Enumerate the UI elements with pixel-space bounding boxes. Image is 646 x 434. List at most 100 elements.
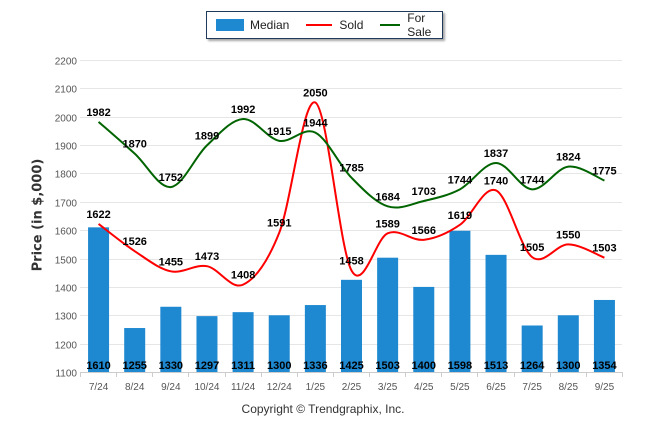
sold-data-label: 1740 <box>484 175 508 187</box>
x-tick-label: 8/24 <box>125 382 145 393</box>
copyright-text: Copyright © Trendgraphix, Inc. <box>241 402 405 416</box>
median-bar-label: 1300 <box>556 360 580 372</box>
median-bar <box>88 227 110 372</box>
median-bar <box>304 305 326 372</box>
sold-data-label: 1591 <box>267 218 291 230</box>
sold-data-label: 1503 <box>592 243 616 255</box>
for-sale-data-label: 1744 <box>520 174 545 186</box>
y-tick-label: 2200 <box>55 57 78 68</box>
sold-data-label: 2050 <box>303 88 327 100</box>
legend-label-for-sale: For Sale <box>407 11 432 39</box>
sold-data-label: 1458 <box>339 255 363 267</box>
median-bar-label: 1336 <box>303 360 327 372</box>
legend-item-for-sale[interactable]: For Sale <box>372 11 442 39</box>
median-bar-label: 1598 <box>448 360 472 372</box>
y-axis-ticks: 1100 1200 1300 1400 1500 1600 1700 1800 1900 2000… <box>55 57 78 380</box>
x-tick-label: 3/25 <box>378 382 398 393</box>
sold-data-label: 1619 <box>448 210 472 222</box>
median-bar <box>485 254 507 372</box>
for-sale-line <box>97 117 605 209</box>
sold-data-label: 1473 <box>195 251 219 263</box>
sold-data-label: 1622 <box>86 209 110 221</box>
median-bar-label: 1330 <box>159 360 183 372</box>
y-tick-label: 1900 <box>55 142 78 153</box>
data-labels: 1610 1255 1330 1297 1311 1300 1336 1425 1503 1400… <box>86 88 617 372</box>
sold-data-label: 1408 <box>231 270 255 282</box>
for-sale-data-label: 1870 <box>122 139 146 151</box>
x-tick-label: 7/24 <box>89 382 109 393</box>
for-sale-data-label: 1992 <box>231 104 255 116</box>
x-tick-label: 2/25 <box>342 382 362 393</box>
median-bar-label: 1354 <box>592 360 617 372</box>
median-bar-label: 1311 <box>231 360 255 372</box>
line-series <box>97 101 605 287</box>
x-tick-label: 4/25 <box>414 382 434 393</box>
x-axis: 7/24 8/24 9/24 10/24 11/24 12/24 1/25 2/25 3/25 4… <box>80 372 623 393</box>
for-sale-data-label: 1824 <box>556 152 581 164</box>
median-bar <box>232 312 254 372</box>
legend-label-median: Median <box>250 18 290 32</box>
sold-swatch-icon <box>306 24 333 26</box>
median-bar-label: 1264 <box>520 360 545 372</box>
median-bar <box>341 279 362 372</box>
legend: Median Sold For Sale <box>206 11 443 39</box>
for-sale-data-label: 1785 <box>339 163 363 175</box>
x-tick-label: 5/25 <box>450 382 470 393</box>
for-sale-swatch-icon <box>380 24 401 26</box>
median-bar <box>377 257 399 372</box>
x-tick-label: 12/24 <box>267 382 292 393</box>
median-bar <box>449 230 471 372</box>
x-tick-label: 7/25 <box>522 382 542 393</box>
x-tick-label: 8/25 <box>559 382 579 393</box>
median-bar-label: 1297 <box>195 360 219 372</box>
y-tick-label: 1100 <box>55 369 77 380</box>
sold-data-label: 1455 <box>159 256 183 268</box>
y-tick-label: 1600 <box>55 227 78 238</box>
y-axis-label: Price (in $,000) <box>30 158 46 272</box>
median-bar-label: 1503 <box>375 360 399 372</box>
median-bar <box>160 306 182 372</box>
median-bar <box>124 328 146 372</box>
for-sale-data-label: 1775 <box>592 166 616 178</box>
median-bar <box>413 286 435 372</box>
for-sale-data-label: 1744 <box>448 174 473 186</box>
sold-data-label: 1589 <box>375 218 399 230</box>
median-bar-label: 1425 <box>339 360 363 372</box>
median-bar <box>557 315 579 372</box>
median-bar-label: 1255 <box>122 360 146 372</box>
median-bar <box>593 299 615 372</box>
sold-line <box>97 101 605 287</box>
median-bar <box>196 316 218 372</box>
for-sale-data-label: 1982 <box>86 107 110 119</box>
median-bars <box>88 227 615 372</box>
for-sale-data-label: 1915 <box>267 126 291 138</box>
x-tick-label: 11/24 <box>231 382 256 393</box>
y-tick-label: 1300 <box>55 312 78 323</box>
median-bar-label: 1400 <box>412 360 436 372</box>
median-bar-label: 1513 <box>484 360 508 372</box>
sold-data-label: 1550 <box>556 229 580 241</box>
sold-data-label: 1526 <box>122 236 146 248</box>
x-tick-label: 9/24 <box>161 382 181 393</box>
y-tick-label: 1500 <box>55 256 78 267</box>
y-tick-label: 1800 <box>55 170 78 181</box>
sold-data-label: 1566 <box>412 225 436 237</box>
x-tick-label: 9/25 <box>595 382 615 393</box>
y-tick-label: 1700 <box>55 199 78 210</box>
median-swatch-icon <box>216 19 244 31</box>
for-sale-data-label: 1752 <box>159 172 183 184</box>
y-tick-label: 2000 <box>55 114 78 125</box>
legend-item-sold[interactable]: Sold <box>298 18 363 32</box>
for-sale-data-label: 1899 <box>195 130 219 142</box>
legend-item-median[interactable]: Median <box>216 18 289 32</box>
x-tick-label: 6/25 <box>486 382 506 393</box>
legend-label-sold: Sold <box>339 18 364 32</box>
median-bar <box>521 325 543 372</box>
sold-data-label: 1505 <box>520 242 544 254</box>
x-tick-label: 1/25 <box>306 382 326 393</box>
for-sale-data-label: 1703 <box>412 186 436 198</box>
for-sale-data-label: 1944 <box>303 118 328 130</box>
y-tick-label: 1400 <box>55 284 78 295</box>
for-sale-data-label: 1837 <box>484 148 508 160</box>
